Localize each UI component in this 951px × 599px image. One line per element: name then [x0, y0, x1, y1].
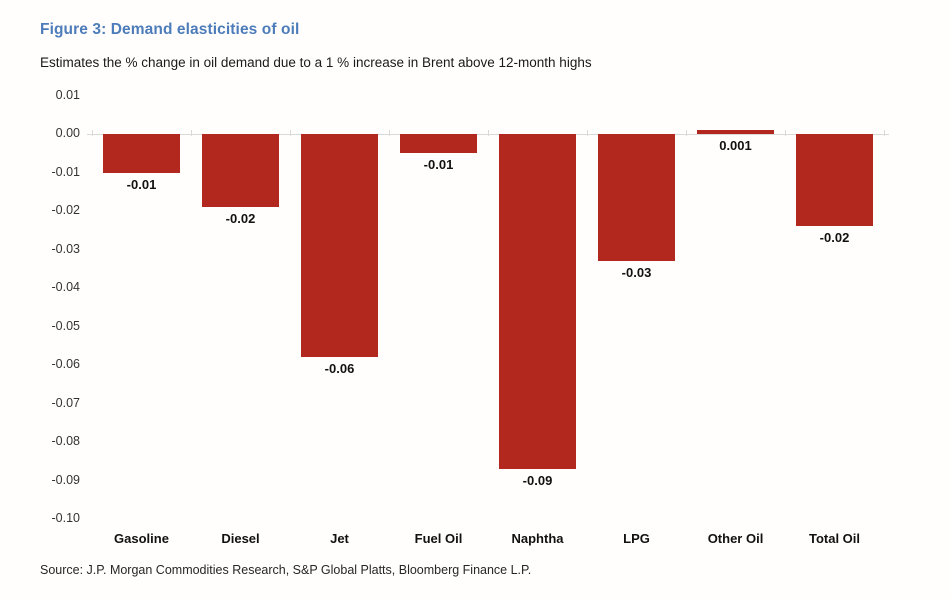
axis-tick-mark	[686, 130, 687, 136]
y-axis-tick-label: -0.05	[51, 318, 81, 333]
bar-value-label: -0.02	[225, 211, 256, 227]
y-axis-tick-label: -0.08	[51, 434, 81, 448]
bar-value-label: -0.01	[423, 157, 454, 173]
y-axis-tick-label: -0.10	[51, 511, 81, 525]
axis-tick-mark	[290, 130, 291, 136]
figure-subtitle: Estimates the % change in oil demand due…	[40, 55, 592, 70]
y-axis-tick-label: -0.09	[51, 472, 81, 487]
axis-tick-mark	[92, 130, 93, 136]
x-axis-label: Naphtha	[511, 531, 564, 546]
x-axis-label: Diesel	[221, 531, 260, 546]
bar-value-label: 0.001	[719, 138, 752, 153]
figure-title: Figure 3: Demand elasticities of oil	[40, 21, 300, 38]
bar-lpg	[598, 134, 675, 262]
y-axis-tick-label: -0.01	[51, 164, 81, 179]
y-axis-tick-label: -0.04	[51, 280, 81, 294]
x-axis-label: Jet	[330, 531, 349, 546]
x-axis-label: Fuel Oil	[414, 531, 463, 546]
axis-tick-mark	[884, 130, 885, 136]
axis-tick-mark	[488, 130, 489, 136]
x-axis-label: LPG	[623, 531, 650, 546]
bar-value-label: -0.09	[522, 472, 553, 488]
bar-value-label: -0.02	[819, 230, 850, 246]
y-axis-tick-label: 0.01	[55, 87, 80, 102]
bar-value-label: -0.01	[126, 176, 157, 192]
bar-other-oil	[697, 130, 774, 134]
x-axis-label: Total Oil	[808, 531, 861, 546]
y-axis-tick-label: 0.00	[55, 126, 80, 140]
y-axis-tick-label: -0.06	[51, 357, 81, 371]
bar-value-label: -0.06	[324, 361, 355, 377]
bar-diesel	[202, 134, 279, 208]
x-axis-label: Gasoline	[114, 531, 169, 546]
axis-tick-mark	[587, 130, 588, 136]
axis-tick-mark	[191, 130, 192, 136]
bar-fuel-oil	[400, 134, 477, 154]
x-axis-label: Other Oil	[707, 531, 764, 546]
y-axis-tick-label: -0.02	[51, 203, 81, 217]
bar-naphtha	[499, 134, 576, 469]
y-axis-tick-label: -0.03	[51, 241, 81, 256]
bar-jet	[301, 134, 378, 358]
y-axis-tick-label: -0.07	[51, 395, 81, 410]
bar-gasoline	[103, 134, 180, 173]
source-note: Source: J.P. Morgan Commodities Research…	[40, 563, 532, 577]
bar-value-label: -0.03	[621, 265, 652, 281]
axis-tick-mark	[785, 130, 786, 136]
bar-total-oil	[796, 134, 873, 227]
axis-tick-mark	[389, 130, 390, 136]
